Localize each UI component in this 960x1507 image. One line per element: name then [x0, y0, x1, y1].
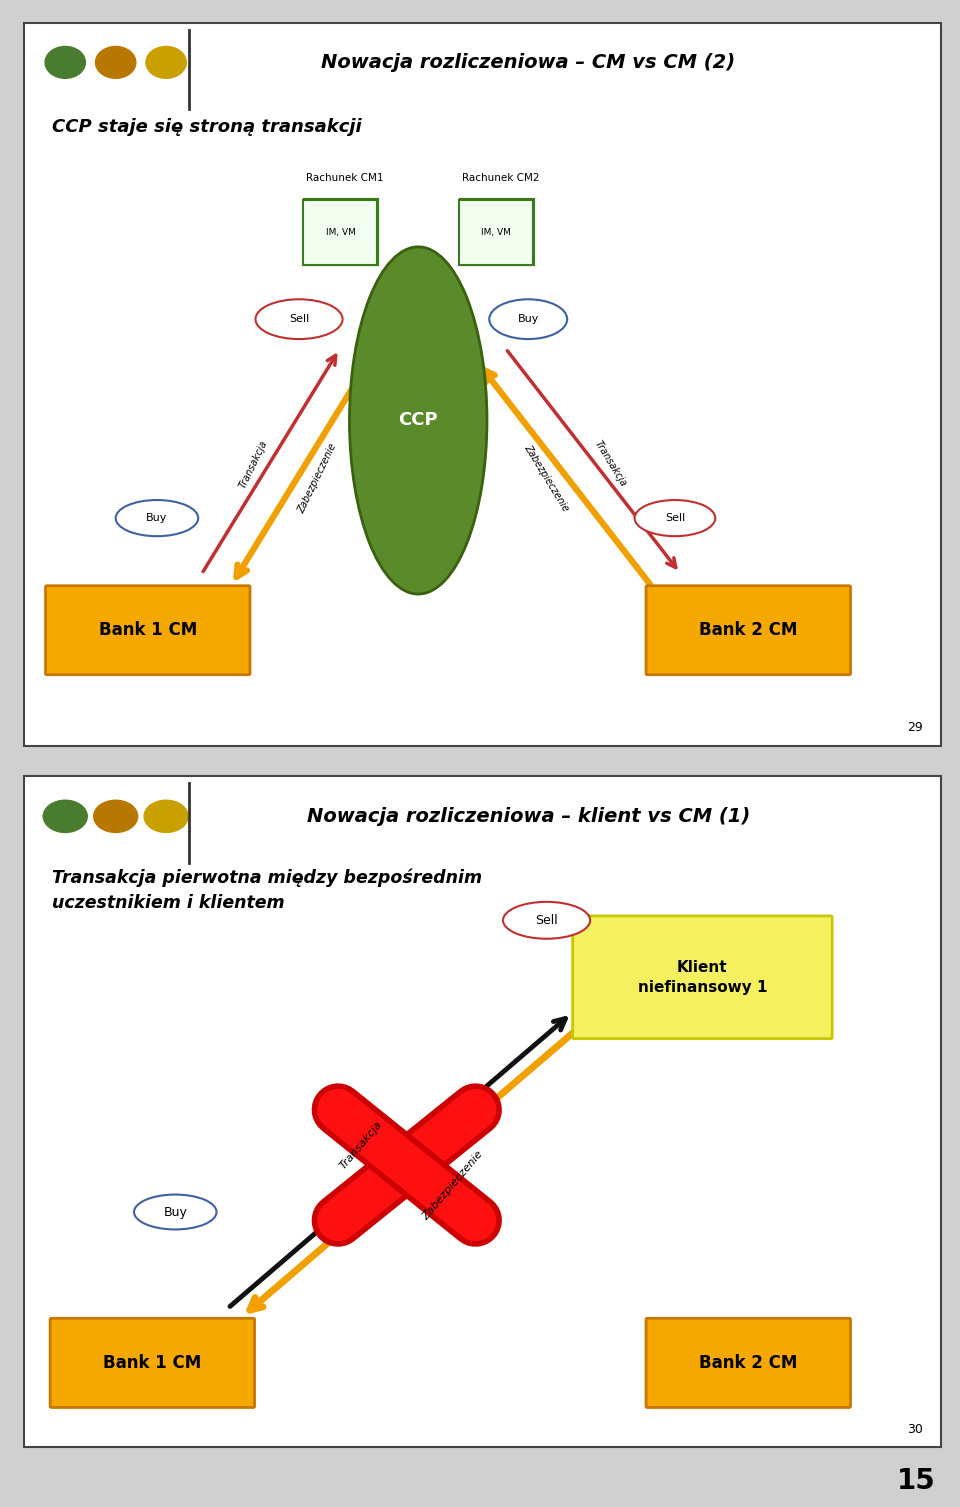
FancyBboxPatch shape: [646, 1319, 851, 1408]
FancyBboxPatch shape: [646, 586, 851, 675]
Text: Bank 1 CM: Bank 1 CM: [104, 1353, 202, 1371]
Circle shape: [146, 47, 186, 78]
Text: Nowacja rozliczeniowa – CM vs CM (2): Nowacja rozliczeniowa – CM vs CM (2): [322, 53, 735, 72]
Circle shape: [45, 47, 85, 78]
FancyBboxPatch shape: [50, 1319, 254, 1408]
Text: Zabezpieczenie: Zabezpieczenie: [522, 443, 571, 514]
Text: Zabezpieczenie: Zabezpieczenie: [420, 1148, 485, 1222]
Text: Rachunek CM1: Rachunek CM1: [306, 173, 384, 184]
Text: CCP staje się stroną transakcji: CCP staje się stroną transakcji: [52, 119, 361, 137]
Text: Buy: Buy: [517, 313, 539, 324]
Text: Transakcja: Transakcja: [593, 439, 629, 488]
Ellipse shape: [116, 500, 198, 536]
Text: 29: 29: [906, 722, 923, 734]
Text: Transakcja: Transakcja: [338, 1120, 384, 1171]
Ellipse shape: [134, 1195, 217, 1230]
FancyBboxPatch shape: [460, 199, 534, 265]
Text: Sell: Sell: [536, 913, 558, 927]
Text: Bank 2 CM: Bank 2 CM: [699, 621, 798, 639]
Circle shape: [144, 800, 188, 832]
Text: Buy: Buy: [163, 1206, 187, 1219]
FancyBboxPatch shape: [24, 23, 941, 746]
Text: Sell: Sell: [665, 512, 685, 523]
Text: Bank 1 CM: Bank 1 CM: [99, 621, 197, 639]
Ellipse shape: [349, 247, 487, 594]
FancyBboxPatch shape: [24, 776, 941, 1447]
Text: Buy: Buy: [146, 512, 168, 523]
Text: Rachunek CM2: Rachunek CM2: [462, 173, 540, 184]
Text: Klient
niefinansowy 1: Klient niefinansowy 1: [637, 960, 767, 995]
Text: Transakcja pierwotna między bezpośrednim
uczestnikiem i klientem: Transakcja pierwotna między bezpośrednim…: [52, 868, 482, 912]
Text: Zabezpieczenie: Zabezpieczenie: [297, 442, 339, 515]
FancyBboxPatch shape: [303, 199, 377, 265]
Text: Bank 2 CM: Bank 2 CM: [699, 1353, 798, 1371]
FancyBboxPatch shape: [459, 199, 533, 265]
Text: Nowacja rozliczeniowa – klient vs CM (1): Nowacja rozliczeniowa – klient vs CM (1): [306, 806, 750, 826]
FancyBboxPatch shape: [45, 586, 250, 675]
FancyBboxPatch shape: [304, 199, 378, 265]
FancyBboxPatch shape: [303, 199, 377, 265]
Ellipse shape: [635, 500, 715, 536]
Text: Transakcja: Transakcja: [237, 439, 269, 490]
Text: Sell: Sell: [289, 313, 309, 324]
Text: IM, VM: IM, VM: [482, 228, 512, 237]
Text: IM, VM: IM, VM: [325, 228, 355, 237]
Ellipse shape: [490, 300, 567, 339]
Circle shape: [43, 800, 87, 832]
Text: 15: 15: [898, 1466, 936, 1495]
FancyBboxPatch shape: [460, 199, 534, 265]
Circle shape: [94, 800, 137, 832]
FancyBboxPatch shape: [573, 916, 832, 1038]
Text: CCP: CCP: [398, 411, 438, 429]
Ellipse shape: [503, 901, 590, 939]
Circle shape: [95, 47, 136, 78]
Ellipse shape: [255, 300, 343, 339]
Text: 30: 30: [906, 1424, 923, 1436]
